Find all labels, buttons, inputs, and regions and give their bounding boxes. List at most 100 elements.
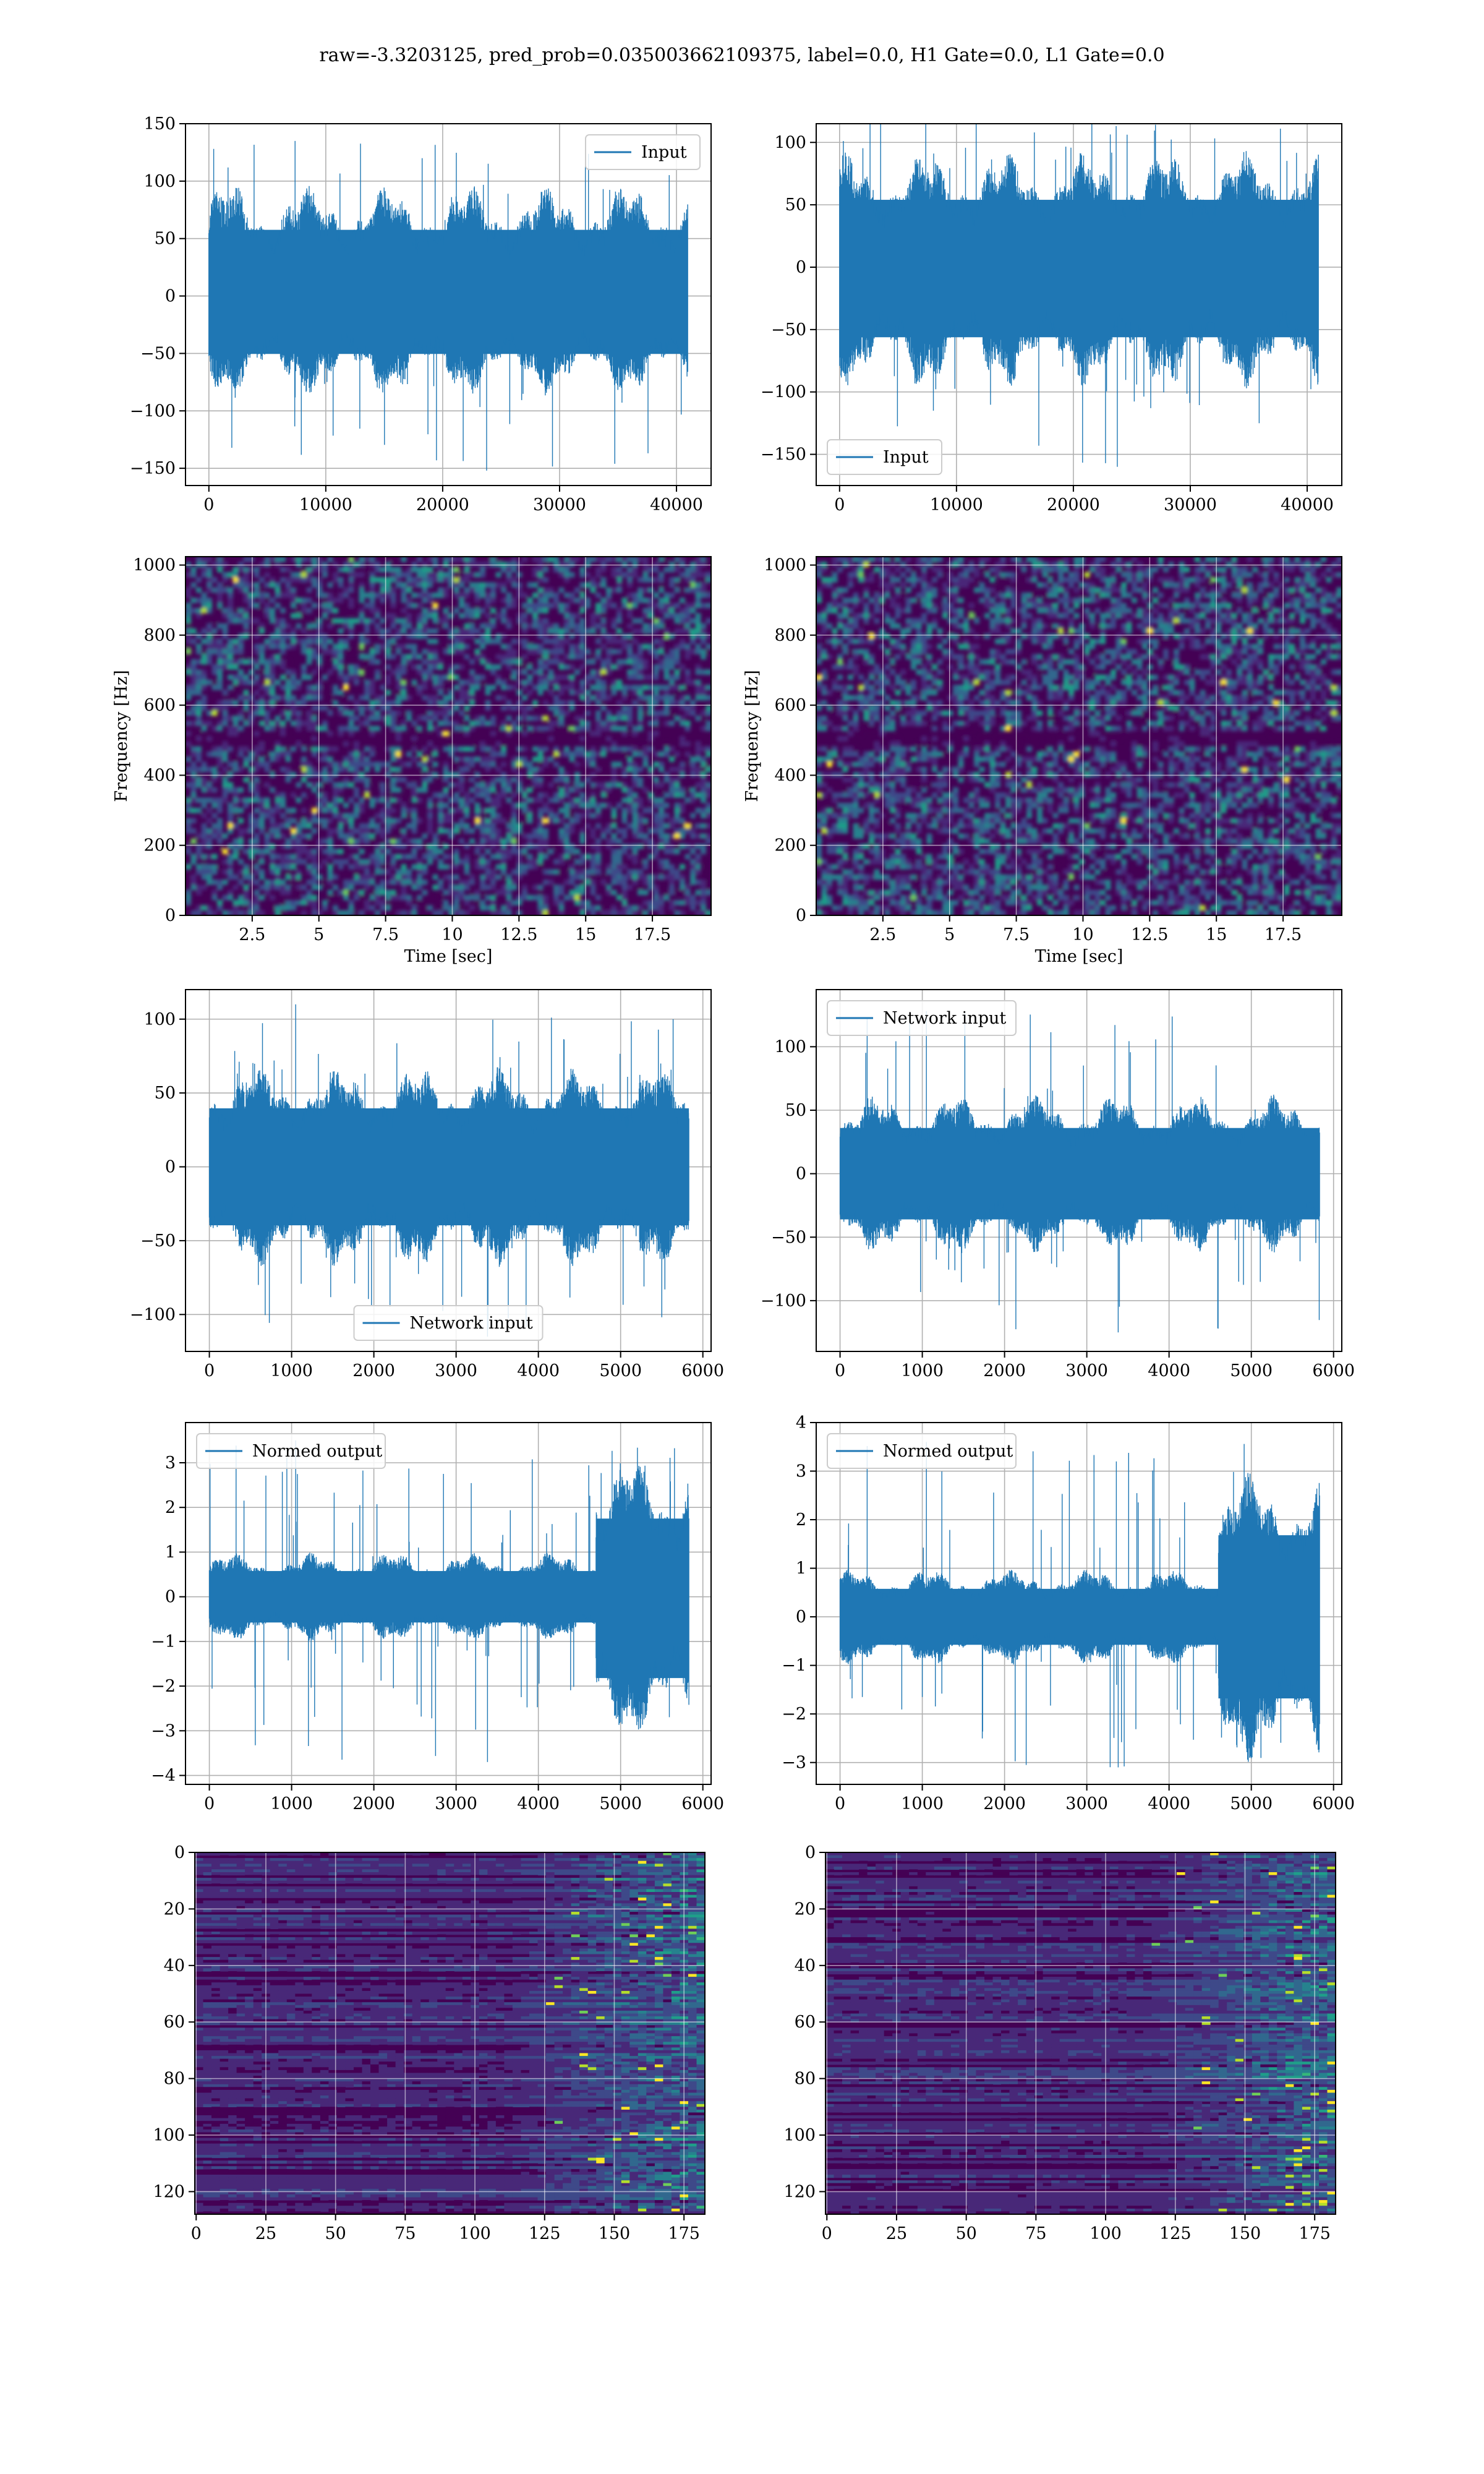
spectrogram-cell: [401, 813, 407, 819]
spectrogram-cell: [543, 849, 549, 855]
spectrogram-cell: [432, 577, 438, 583]
spectrogram-cell: [1174, 582, 1180, 588]
spectrogram-cell: [574, 889, 581, 896]
spectrogram-cell: [196, 736, 202, 742]
spectrogram-cell: [616, 557, 623, 562]
spectrogram-cell: [348, 838, 354, 844]
spectrogram-cell: [1263, 562, 1269, 568]
spectrogram-cell: [579, 721, 586, 726]
spectrogram-cell: [380, 889, 386, 896]
spectrogram-cell: [1073, 628, 1080, 634]
spectrogram-cell: [438, 905, 444, 911]
spectrogram-cell: [863, 557, 869, 562]
spectrogram-cell: [537, 715, 544, 721]
spectrogram-cell: [638, 802, 644, 808]
spectrogram-cell: [312, 849, 318, 855]
spectrogram-cell: [490, 828, 497, 834]
spectrogram-cell: [259, 695, 265, 701]
spectrogram-cell: [306, 818, 312, 824]
spectrogram-cell: [1174, 607, 1180, 614]
spectrogram-cell: [469, 674, 475, 680]
spectrogram-cell: [659, 874, 665, 880]
spectrogram-cell: [653, 905, 659, 911]
spectrogram-cell: [432, 557, 438, 562]
spectrogram-cell: [616, 649, 623, 654]
spectrogram-cell: [1226, 562, 1232, 568]
spectrogram-cell: [348, 587, 354, 593]
spectrogram-cell: [285, 577, 291, 583]
spectrogram-cell: [474, 787, 480, 793]
spectrogram-cell: [259, 874, 265, 880]
spectrogram-cell: [396, 838, 402, 844]
spectrogram-cell: [396, 751, 402, 757]
spectrogram-cell: [196, 884, 202, 891]
spectrogram-cell: [443, 777, 449, 783]
spectrogram-cell: [464, 715, 470, 721]
spectrogram-cell: [653, 823, 659, 829]
spectrogram-cell: [642, 557, 649, 562]
spectrogram-cell: [1294, 587, 1300, 593]
spectrogram-cell: [684, 623, 691, 629]
spectrogram-cell: [443, 864, 449, 870]
spectrogram-cell: [506, 838, 512, 844]
spectrogram-cell: [1136, 613, 1143, 618]
spectrogram-cell: [543, 854, 549, 860]
spectrogram-cell: [264, 690, 270, 696]
spectrogram-cell: [453, 854, 459, 860]
spectrogram-cell: [595, 823, 602, 829]
spectrogram-cell: [558, 900, 565, 905]
spectrogram-cell: [254, 818, 260, 824]
spectrogram-cell: [238, 567, 244, 573]
spectrogram-cell: [659, 782, 665, 788]
spectrogram-cells: [816, 557, 1342, 916]
spectrogram-cell: [375, 562, 381, 568]
spectrogram-cell: [653, 849, 659, 855]
spectrogram-cell: [348, 715, 354, 721]
spectrogram-cell: [942, 587, 949, 593]
spectrogram-cell: [1289, 567, 1295, 573]
spectrogram-cell: [1084, 607, 1090, 614]
spectrogram-cell: [553, 700, 560, 706]
spectrogram-cell: [1031, 567, 1038, 573]
spectrogram-cell: [443, 685, 449, 690]
spectrogram-cell: [385, 838, 391, 844]
spectrogram-cell: [527, 664, 533, 670]
spectrogram-cell: [401, 587, 407, 593]
spectrogram-cell: [648, 649, 654, 654]
spectrogram-cell: [1205, 623, 1211, 629]
spectrogram-cell: [432, 772, 438, 777]
spectrogram-cell: [401, 557, 407, 562]
spectrogram-cell: [884, 613, 890, 618]
spectrogram-cell: [448, 695, 454, 701]
spectrogram-cell: [574, 628, 581, 634]
spectrogram-cell: [196, 797, 202, 803]
spectrogram-cell: [684, 649, 691, 654]
spectrogram-cell: [270, 751, 276, 757]
spectrogram-cell: [490, 874, 497, 880]
spectrogram-cell: [506, 643, 512, 649]
spectrogram-cell: [490, 730, 497, 737]
spectrogram-cell: [1000, 571, 1006, 578]
spectrogram-cell: [574, 654, 581, 660]
spectrogram-cell: [338, 567, 344, 573]
spectrogram-cell: [1037, 633, 1043, 640]
spectrogram-cell: [411, 823, 417, 829]
spectrogram-cell: [464, 628, 470, 634]
spectrogram-cell: [417, 772, 423, 777]
spectrogram-cell: [485, 761, 491, 768]
spectrogram-cell: [254, 602, 260, 609]
spectrogram-cell: [364, 766, 370, 773]
spectrogram-cell: [543, 838, 549, 844]
spectrogram-cell: [627, 669, 633, 675]
spectrogram-cell: [333, 766, 339, 773]
spectrogram-cell: [595, 638, 602, 644]
spectrogram-cell: [401, 695, 407, 701]
spectrogram-cell: [327, 880, 333, 885]
spectrogram-cell: [196, 721, 202, 726]
spectrogram-cell: [1184, 587, 1190, 593]
spectrogram-cell: [501, 613, 507, 618]
spectrogram-cell: [422, 710, 428, 716]
spectrogram-cell: [569, 823, 575, 829]
spectrogram-cell: [1294, 597, 1300, 604]
spectrogram-cell: [459, 797, 465, 803]
